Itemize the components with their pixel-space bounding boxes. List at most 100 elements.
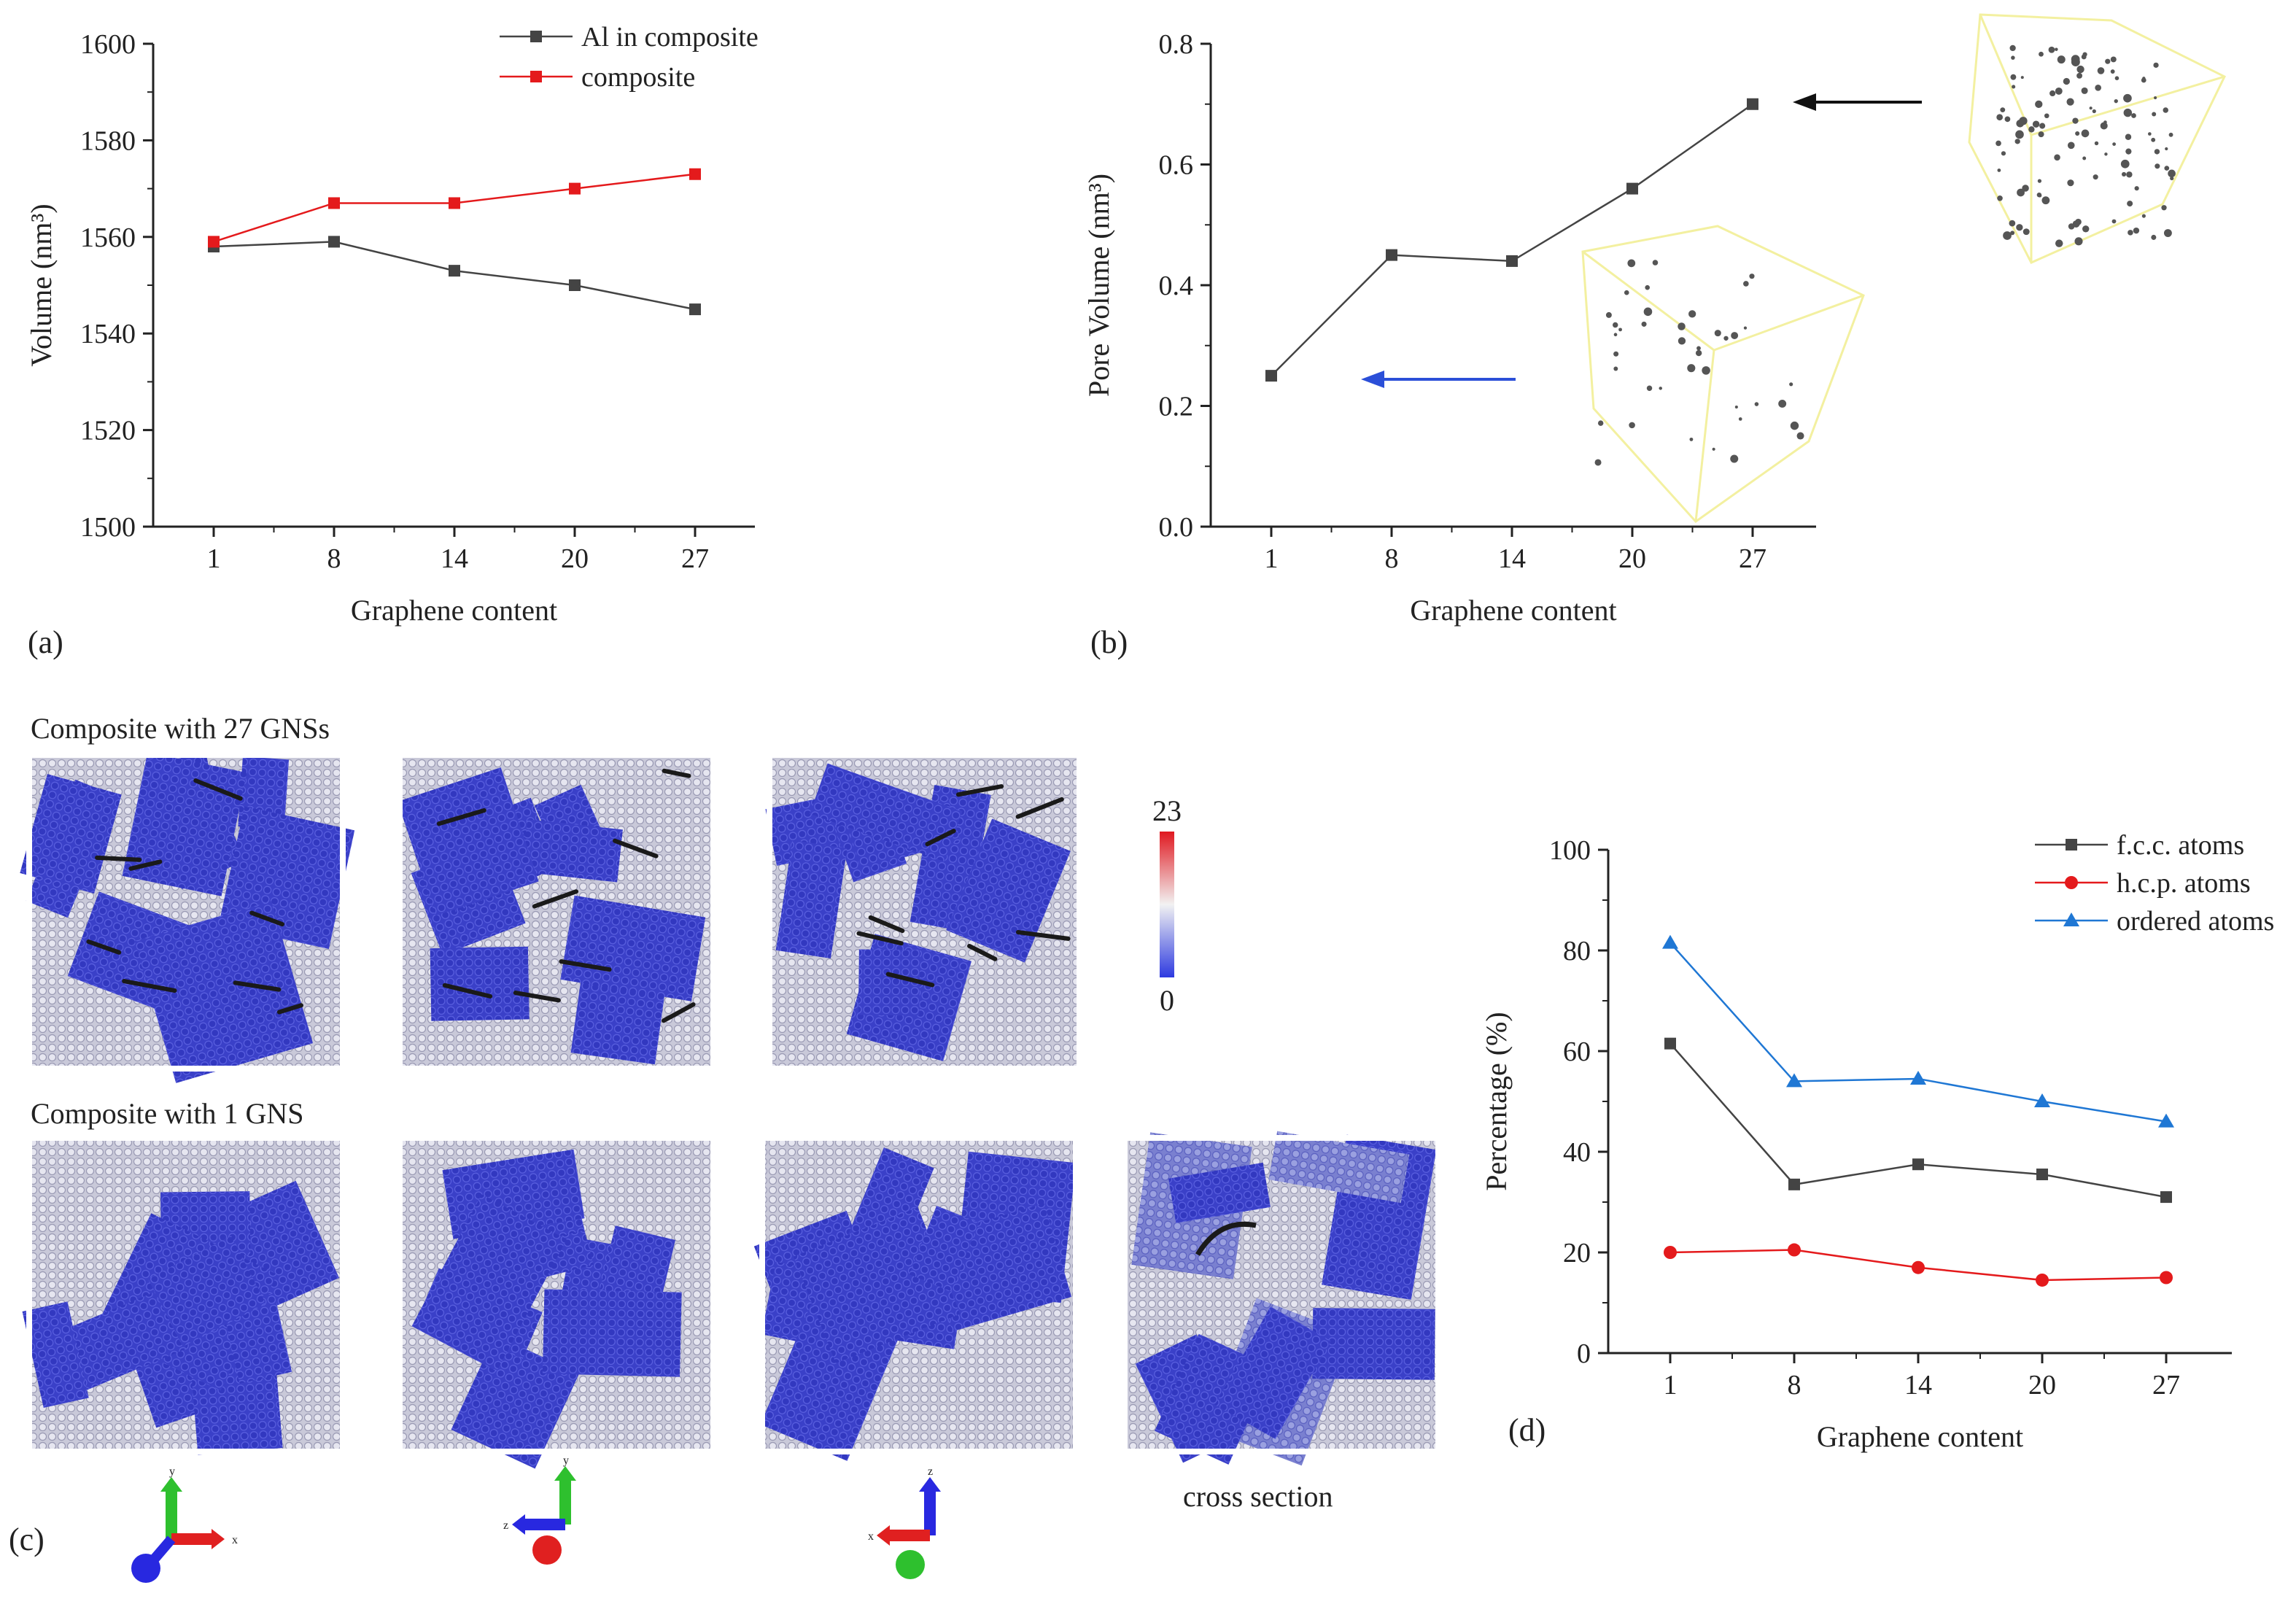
pore-atom: [2036, 122, 2039, 125]
panel-label-c: (c): [9, 1522, 44, 1557]
legend-label: f.c.c. atoms: [2117, 830, 2244, 861]
pore-atom: [1643, 307, 1653, 317]
data-point: [2034, 1093, 2050, 1107]
pore-atom: [2010, 230, 2015, 236]
data-point: [1626, 182, 1638, 195]
data-point: [1910, 1070, 1926, 1085]
pore-atom: [2154, 149, 2160, 155]
graphene-sheet: [613, 838, 659, 859]
pore-atom: [1695, 349, 1702, 357]
tile-edge: [759, 1135, 1079, 1454]
pore-atom: [2095, 84, 2102, 91]
pore-atom: [1624, 290, 1629, 295]
pore-atom: [2010, 74, 2017, 80]
snapshot-tile: [22, 1135, 346, 1455]
grain: [909, 1205, 980, 1292]
snapshot-tile: [20, 752, 355, 1083]
tile-edge: [26, 1135, 346, 1454]
x-tick-label: 8: [1788, 1370, 1801, 1400]
pore-atom: [2012, 85, 2016, 89]
data-point: [2160, 1271, 2173, 1285]
y-axis-title: Percentage (%): [1480, 1012, 1513, 1190]
pore-atom: [2075, 131, 2080, 136]
pore-atom: [2105, 58, 2111, 64]
pore-atom: [2127, 201, 2133, 207]
pore-atom: [1678, 337, 1686, 345]
grain: [430, 946, 530, 1021]
grain: [1214, 1306, 1331, 1439]
x-tick-label: 14: [441, 543, 468, 574]
pore-atom: [2089, 106, 2093, 110]
pore-atom: [1723, 336, 1729, 341]
pore-atom: [1678, 322, 1686, 330]
cross-section-label: cross section: [1183, 1480, 1333, 1513]
data-point: [1664, 1037, 1676, 1050]
graphene-sheet: [122, 979, 177, 993]
x-tick-label: 8: [327, 543, 341, 574]
graphene-sheet: [276, 1003, 303, 1015]
series-line: [1271, 103, 1753, 377]
pore-atom: [2035, 100, 2043, 109]
pore-atom: [1749, 274, 1755, 279]
data-point: [1786, 1073, 1802, 1088]
graphene-sheet: [661, 1002, 696, 1023]
data-point: [2158, 1113, 2174, 1128]
x-tick-label: 27: [1739, 543, 1766, 574]
data-point: [1265, 370, 1277, 382]
x-tick-label: 27: [2152, 1370, 2180, 1400]
graphene-sheet: [1195, 1221, 1257, 1256]
y-tick-label: 20: [1563, 1238, 1591, 1268]
pore-atom: [1652, 260, 1659, 266]
y-tick-label: 100: [1549, 835, 1591, 866]
pore-atom: [2120, 159, 2130, 168]
pore-atom: [2104, 152, 2108, 156]
pore-atom: [1743, 281, 1749, 287]
pore-atom: [2004, 116, 2011, 123]
pore-atom: [2152, 112, 2157, 117]
x-tick-label: 20: [2028, 1370, 2056, 1400]
data-point: [2036, 1169, 2048, 1181]
pore-atom: [2093, 174, 2098, 180]
y-axis-title: Pore Volume (nm³): [1082, 174, 1115, 397]
x-tick-label: 14: [1498, 543, 1526, 574]
grain: [775, 840, 848, 958]
graphene-sheet: [436, 808, 486, 826]
tile-edge: [397, 752, 716, 1072]
snapshot-tile: [1122, 1131, 1441, 1466]
pore-atom: [2039, 123, 2046, 129]
pore-atom: [2055, 239, 2063, 247]
axis-triad-1: y x: [131, 1465, 238, 1583]
pore-atom: [1712, 447, 1715, 451]
chart-b: 0.0 0.2 0.4 0.6 0.8 1 8 14 20 27 Graphene content P…: [1082, 29, 1816, 627]
pore-atom: [1688, 310, 1696, 318]
pore-atom: [2055, 87, 2063, 95]
graphene-sheet: [955, 784, 1004, 797]
pore-atom: [2092, 109, 2096, 114]
graphene-sheet: [662, 768, 691, 778]
graphene-sheet: [95, 855, 142, 862]
pore-atom: [2112, 142, 2116, 146]
pore-atom: [2161, 205, 2167, 211]
graphene-sheet: [233, 980, 282, 992]
graphene-sheet: [868, 915, 905, 934]
grain: [542, 1289, 682, 1377]
legend-label: composite: [581, 62, 695, 93]
pore-atom: [1605, 311, 1612, 318]
panel-label-b: (b): [1090, 624, 1128, 660]
pore-atom: [2100, 122, 2108, 130]
pore-atom: [2048, 46, 2055, 53]
title-27-gns: Composite with 27 GNSs: [31, 712, 330, 745]
data-point: [208, 236, 220, 248]
pore-atom: [2123, 93, 2132, 103]
data-point: [1664, 1246, 1677, 1259]
pore-atom: [1627, 259, 1636, 268]
snapshot-tile: [753, 1135, 1079, 1461]
y-tick-label: 1580: [80, 125, 136, 156]
pore-atom: [2038, 131, 2044, 138]
graphene-sheet: [249, 910, 285, 927]
data-point: [2036, 1273, 2049, 1287]
snapshot-tile: [765, 752, 1082, 1072]
pore-atom: [2016, 224, 2023, 231]
pore-atom: [2082, 225, 2090, 233]
data-point: [1912, 1158, 1924, 1171]
